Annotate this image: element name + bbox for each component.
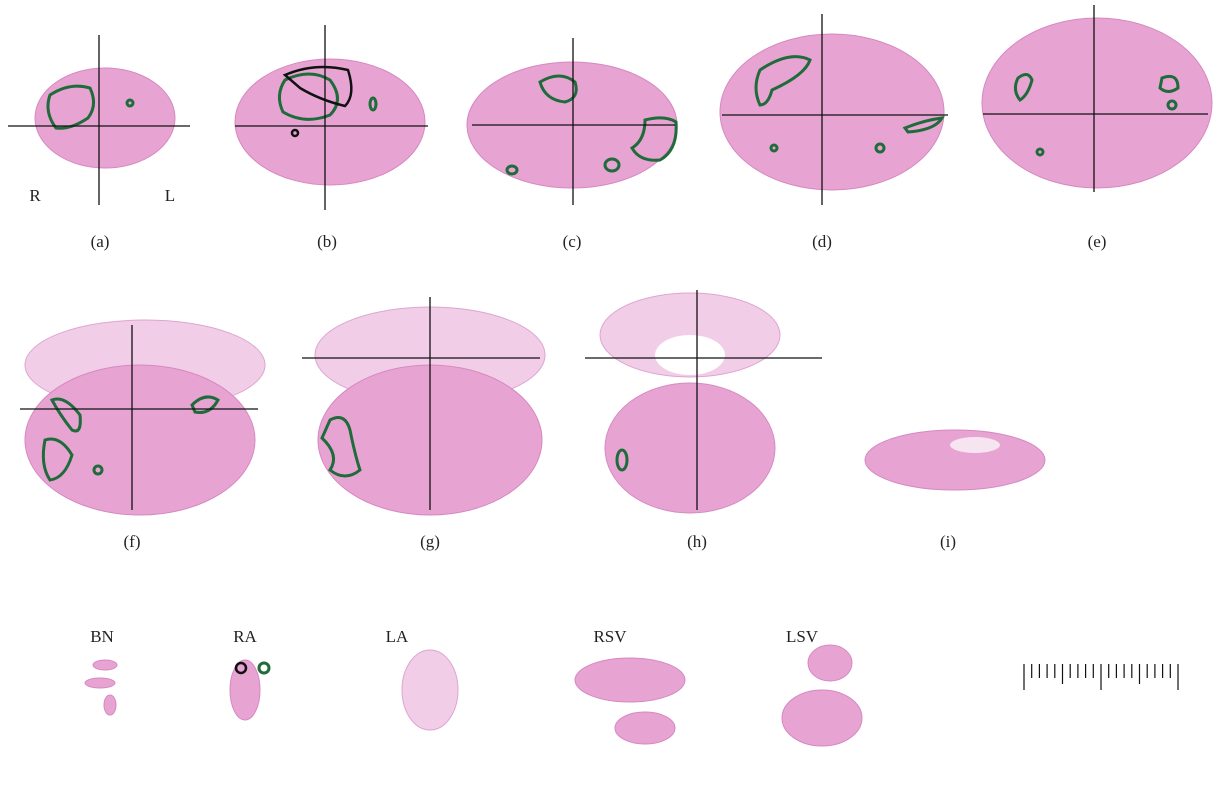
tissue [864,429,1046,491]
tumor-contour [190,395,220,414]
slice-a [8,35,190,205]
tumor-contour [290,128,300,138]
tumor-contour [615,448,629,472]
tumor-contour [603,157,621,173]
tissue [92,659,118,671]
tissue [981,17,1213,189]
sample-label: LSV [786,627,819,646]
slice-e [981,5,1213,192]
sample-label: RA [233,627,257,646]
panel-label: (c) [563,232,582,251]
tumor-contour [234,661,248,675]
panel-label: (d) [812,232,832,251]
sample-label: LA [386,627,409,646]
tumor-contour [1166,99,1178,111]
panel-label: (f) [124,532,141,551]
tumor-contour [92,464,104,476]
sample-label: RSV [593,627,627,646]
tumor-contour [1158,74,1180,93]
tissue-gap [655,335,725,375]
tumor-contour [769,143,779,153]
tumor-contour [505,164,519,176]
panel-label: (a) [91,232,110,251]
tumor-contour [1035,147,1045,157]
slice-f [20,319,266,516]
tissue [781,689,863,747]
slice-c [466,38,678,205]
tissue [229,659,261,721]
tissue [574,657,686,703]
tumor-contour [49,397,82,433]
orientation-label: R [29,186,41,205]
slice-b [234,25,428,210]
tumor-contour [754,55,812,107]
tumor-contour [125,98,135,108]
tumor-contour [538,74,578,104]
panel-labels: (a) (b) (c) (d) (e) (f) (g) (h) (i) [91,232,1107,551]
tissue [234,58,426,186]
tumor-contour [278,72,339,121]
tissue [807,644,853,682]
tissue [84,677,116,689]
tissue [34,67,176,169]
tumor-contour [46,84,95,130]
tumor-contour [1013,73,1034,102]
orientation-label: L [165,186,175,205]
slice-i [864,429,1046,491]
tumor-contour [320,416,362,478]
slice-h [585,290,822,514]
slice-g [302,297,546,516]
tissue [614,711,676,745]
tissue [103,694,117,716]
tissue [604,382,776,514]
tumor-contour [257,661,271,675]
tissue [24,364,256,516]
panel-label: (i) [940,532,956,551]
panel-label: (e) [1088,232,1107,251]
slice-d [719,14,948,205]
panel-label: (b) [317,232,337,251]
tissue-gap [950,437,1000,453]
tissue [401,649,459,731]
scale-bar [1022,664,1180,690]
tumor-contour [629,116,678,162]
sample-tissues [84,644,863,747]
sample-labels: BN RA LA RSV LSV [90,627,819,646]
tissue [719,33,945,191]
panel-label: (h) [687,532,707,551]
panel-label: (g) [420,532,440,551]
tumor-contour [368,96,378,112]
tumor-contour [282,65,353,108]
tumor-contour [41,437,74,482]
tumor-contour [874,142,886,154]
sample-label: BN [90,627,114,646]
tumor-contour [902,116,945,134]
